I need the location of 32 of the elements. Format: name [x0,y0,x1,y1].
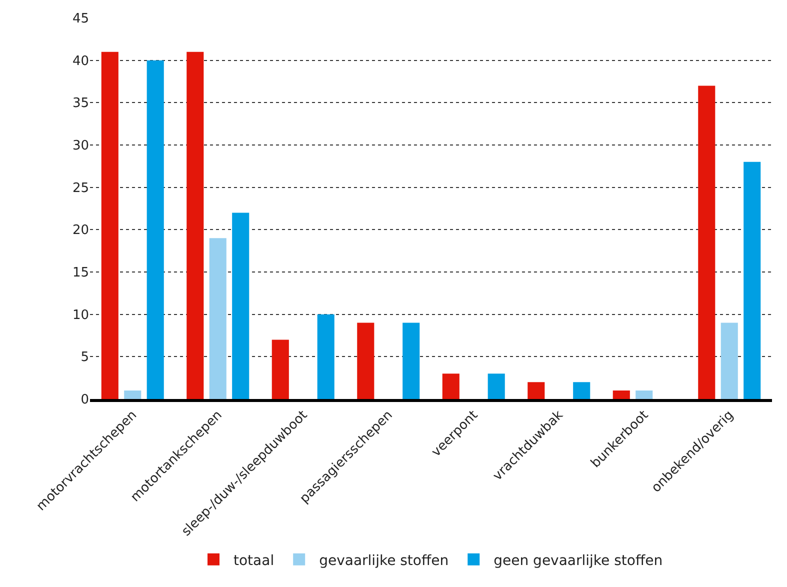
y-tick-label: 40 [72,54,89,69]
bar [528,382,545,399]
bar [720,322,738,399]
bar [698,86,716,399]
y-tick-label: 20 [72,223,89,238]
y-tick-label: 45 [72,12,89,27]
bar [272,340,289,399]
bar [186,52,204,399]
y-tick-label: 15 [72,266,89,281]
bar [146,60,164,399]
bar [209,238,226,399]
bar [744,162,761,399]
bar [612,390,630,399]
bar [442,374,460,399]
bar [573,382,590,399]
bar [636,390,653,399]
y-tick-label: 30 [72,138,89,154]
legend-label: totaal [234,552,274,569]
y-tick-label: 5 [80,350,89,366]
y-tick-label: 25 [72,180,89,196]
legend-label: gevaarlijke stoffen [319,552,449,569]
bar [317,314,334,399]
y-tick-label: 35 [72,96,89,112]
bar [124,390,142,399]
y-tick-label: 10 [72,308,89,323]
bar [101,52,118,399]
legend-label: geen gevaarlijke stoffen [494,552,663,569]
bar [402,322,420,399]
y-tick-label: 0 [80,392,89,408]
bar [357,322,374,399]
bar [232,212,250,399]
bar [488,374,505,399]
